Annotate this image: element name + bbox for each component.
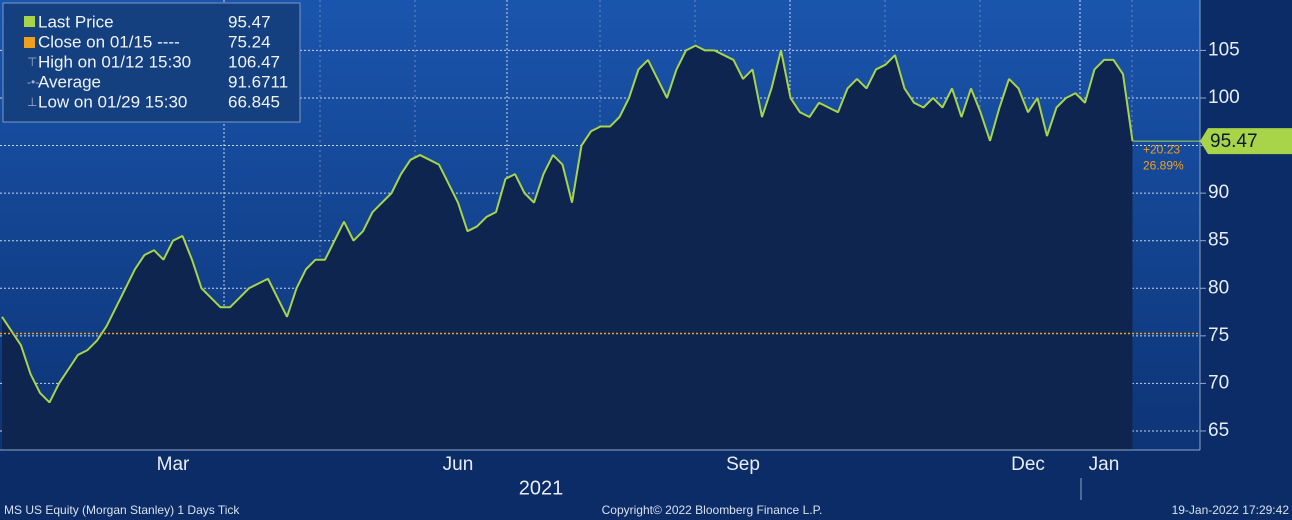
legend-value: 95.47 [228,12,271,31]
legend-label: Last Price [38,12,114,31]
legend-icon: ⊥ [27,95,37,109]
price-tag [1200,128,1292,155]
footer-right: 19-Jan-2022 17:29:42 [1172,503,1290,517]
x-tick-label: Jun [443,454,474,475]
legend-icon: ⊤ [27,55,37,69]
legend-value: 66.845 [228,92,280,111]
x-axis-label: 2021 [519,477,564,499]
y-tick-label: 80 [1208,277,1229,298]
legend-label: High on 01/12 15:30 [38,52,191,71]
y-tick-label: 70 [1208,372,1229,393]
legend: ⊤ -•- ⊥ Last Price 95.47 Close on 01/15 --… [2,2,301,123]
x-tick-label: Sep [726,454,760,475]
x-tick-label: Jan [1089,454,1120,475]
footer-left: MS US Equity (Morgan Stanley) 1 Days Tic… [4,503,240,517]
y-tick-label: 85 [1208,230,1229,251]
y-tick-label: 90 [1208,182,1229,203]
y-tick-label: 75 [1208,325,1229,346]
change-pct-label: 26.89% [1143,158,1184,172]
x-tick-label: Dec [1011,454,1045,475]
legend-box [2,2,301,123]
y-tick-label: 100 [1208,87,1240,108]
footer-center: Copyright© 2022 Bloomberg Finance L.P. [602,503,823,517]
x-tick-label: Mar [157,454,190,475]
legend-label: Close on 01/15 ---- [38,32,180,51]
legend-value: 106.47 [228,52,280,71]
legend-icon: -•- [27,75,39,89]
price-line [1,44,1134,404]
legend-label: Average [38,72,101,91]
area [2,45,1133,451]
legend-swatch [24,16,35,27]
y-tick-label: 65 [1208,420,1229,441]
y-tick-label: 105 [1208,39,1240,60]
legend-value: 91.6711 [228,72,288,91]
change-label: +20.23 [1143,142,1180,156]
legend-label: Low on 01/29 15:30 [38,92,187,111]
legend-value: 75.24 [228,32,271,51]
legend-swatch [24,37,35,48]
price-tag-label: 95.47 [1210,131,1258,152]
